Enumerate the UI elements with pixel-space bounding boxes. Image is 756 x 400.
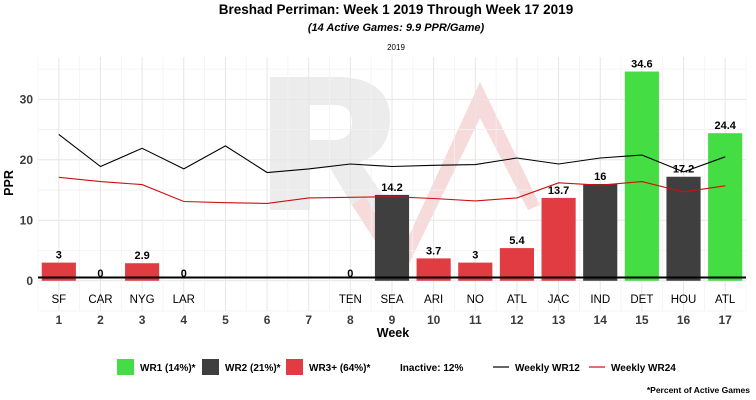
opponent-label-week-8: TEN [339,294,362,306]
data-label-week-11: 3 [472,250,478,262]
opponent-label-week-13: JAC [548,294,570,306]
bar-week-12 [499,248,535,281]
data-label-week-15: 34.6 [631,59,652,71]
opponent-label-week-2: CAR [88,294,112,306]
data-label-week-10: 3.7 [426,245,441,257]
bar-week-14 [583,184,618,281]
legend-label-inactive: Inactive: 12% [400,363,463,374]
data-label-week-14: 16 [594,171,606,183]
data-label-week-2: 0 [97,268,103,280]
bar-week-10 [416,258,451,281]
x-tick-label: 6 [264,313,271,327]
bars [41,71,743,281]
line-weekly-wr24 [58,176,726,204]
legend-label-wr12: Weekly WR12 [515,363,580,374]
legend-swatch-wr1 [117,359,134,375]
bar-week-1 [41,262,76,281]
data-label-week-3: 2.9 [134,250,149,262]
data-label-week-16: 17.2 [673,164,694,176]
data-labels: 3 0 2.9 0 0 14.2 3.7 3 5.4 13.7 16 34.6 17.2 24.4 [56,59,737,280]
legend-swatch-wr3 [286,359,303,375]
x-tick-label: 13 [552,313,566,327]
bar-week-16 [666,176,701,281]
x-tick-label: 4 [180,313,187,327]
legend-swatch-wr2 [202,359,219,375]
x-tick-label: 10 [427,313,441,327]
x-tick-label: 9 [389,313,396,327]
data-label-week-13: 13.7 [548,185,569,197]
opponent-label-week-9: SEA [380,294,403,306]
opponent-label-week-11: NO [467,294,484,306]
footnote: *Percent of Active Games [647,385,750,395]
legend: WR1 (14%)* WR2 (21%)* WR3+ (64%)* Inacti… [117,359,676,375]
legend-label-wr2: WR2 (21%)* [225,363,281,374]
opponent-label-week-17: ATL [715,294,736,306]
bar-week-17 [708,133,743,281]
x-tick-label: 5 [222,313,229,327]
legend-label-wr24: Weekly WR24 [611,363,676,374]
opponent-label-week-10: ARI [424,294,443,306]
reference-lines [58,133,726,204]
data-label-week-9: 14.2 [381,182,402,194]
bar-week-11 [458,262,493,281]
chart-title: Breshad Perriman: Week 1 2019 Through We… [219,2,573,17]
y-tick-label: 10 [20,213,34,227]
x-axis-title: Week [377,326,409,340]
x-tick-label: 3 [139,313,146,327]
opponent-label-week-1: SF [51,294,66,306]
x-tick-label: 7 [305,313,312,327]
chart-subtitle: (14 Active Games: 9.9 PPR/Game) [308,22,485,34]
y-tick-label: 20 [20,153,34,167]
data-label-week-8: 0 [347,268,353,280]
bar-week-9 [374,194,410,281]
legend-label-wr3: WR3+ (64%)* [309,363,371,374]
x-tick-label: 16 [677,313,691,327]
opponent-label-week-14: IND [590,294,610,306]
data-label-week-12: 5.4 [509,235,525,247]
x-tick-label: 1 [55,313,62,327]
season-label: 2019 [387,43,405,52]
y-axis-ticks: 0 10 20 30 [20,92,34,287]
x-tick-label: 17 [718,313,732,327]
opponent-label-week-12: ATL [507,294,528,306]
y-tick-label: 30 [20,92,34,106]
x-tick-label: 2 [97,313,104,327]
opponent-labels: SF CAR NYG LAR TEN SEA ARI NO ATL JAC IND DET HOU ATL [51,294,735,306]
data-label-week-1: 3 [56,250,62,262]
data-label-week-4: 0 [181,268,187,280]
opponent-label-week-15: DET [630,294,653,306]
x-tick-label: 12 [510,313,524,327]
y-tick-label: 0 [26,274,33,288]
legend-label-wr1: WR1 (14%)* [140,363,196,374]
watermark-letter-r [270,77,393,210]
bar-week-15 [624,71,659,281]
x-tick-label: 15 [635,313,649,327]
x-axis-ticks: 1 2 3 4 5 6 7 8 9 10 11 12 13 14 15 16 17 [55,313,732,327]
bar-week-13 [541,197,576,281]
x-tick-label: 11 [469,313,482,327]
bar-week-3 [125,263,160,281]
opponent-label-week-3: NYG [130,294,155,306]
x-tick-label: 8 [347,313,354,327]
opponent-label-week-4: LAR [173,294,195,306]
y-axis-title: PPR [2,170,16,196]
line-weekly-wr12 [58,133,726,174]
data-label-week-17: 24.4 [714,120,736,132]
opponent-label-week-16: HOU [671,294,697,306]
x-tick-label: 14 [594,313,608,327]
